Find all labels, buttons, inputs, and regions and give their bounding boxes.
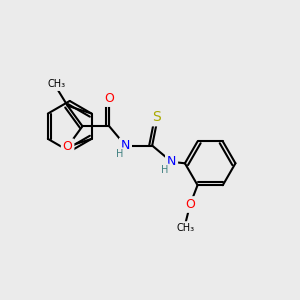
Text: H: H [161, 165, 169, 175]
Text: O: O [104, 92, 114, 105]
Text: O: O [63, 140, 73, 153]
Text: N: N [121, 139, 130, 152]
Text: CH₃: CH₃ [177, 223, 195, 233]
Text: H: H [116, 149, 124, 159]
Text: O: O [185, 198, 195, 211]
Text: CH₃: CH₃ [48, 80, 66, 89]
Text: N: N [167, 155, 176, 168]
Text: S: S [152, 110, 161, 124]
